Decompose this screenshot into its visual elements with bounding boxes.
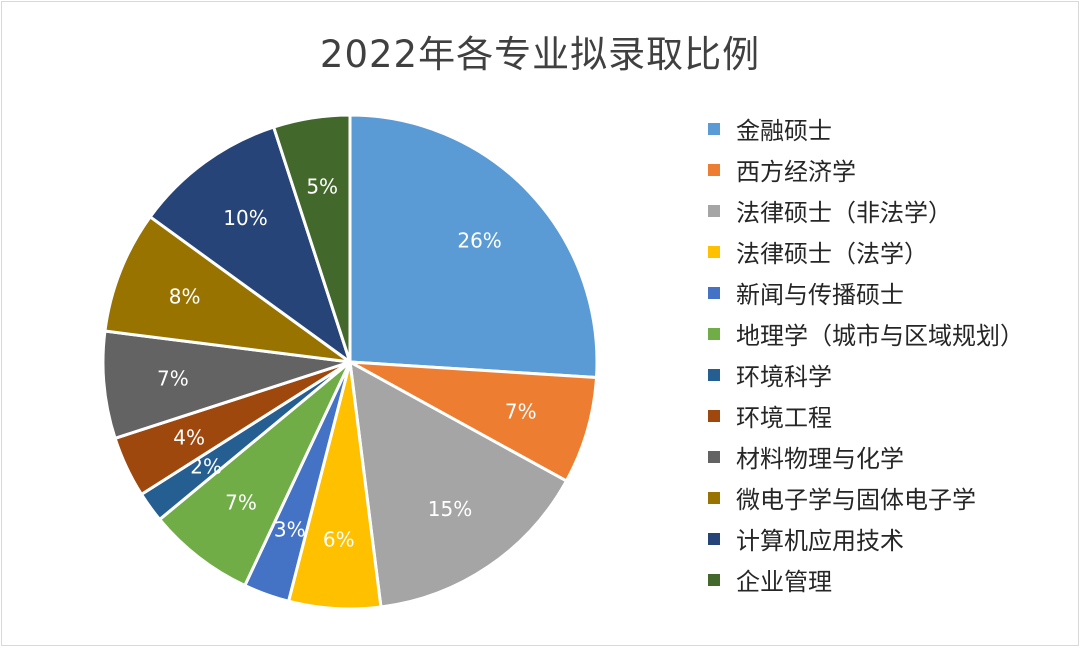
legend-swatch [708,204,720,217]
legend-label: 法律硕士（法学） [736,240,928,268]
pie-slice [101,329,352,440]
data-label: 26% [457,228,501,252]
pie-slice [158,360,352,587]
legend-label: 环境科学 [736,363,832,391]
legend-item: 新闻与传播硕士 [708,272,1024,313]
legend-item: 企业管理 [708,559,1024,600]
data-label: 7% [157,367,189,391]
legend-item: 金融硕士 [708,108,1024,149]
legend-item: 材料物理与化学 [708,436,1024,477]
legend-swatch [708,286,720,299]
pie-slice [348,360,599,483]
legend-item: 环境科学 [708,354,1024,395]
legend-label: 微电子学与固体电子学 [736,486,976,514]
data-label: 3% [274,517,306,541]
legend-item: 地理学（城市与区域规划） [708,313,1024,354]
legend-swatch [708,327,720,340]
chart-title: 2022年各专业拟录取比例 [319,33,761,76]
legend-label: 金融硕士 [736,117,832,145]
legend-item: 西方经济学 [708,149,1024,190]
legend-item: 微电子学与固体电子学 [708,477,1024,518]
legend-swatch [708,245,720,258]
legend-label: 环境工程 [736,404,832,432]
data-label: 7% [505,400,537,424]
legend: 金融硕士西方经济学法律硕士（非法学） 法律硕士（法学） 新闻与传播硕士地理学（城市与… [708,108,1024,600]
legend-swatch [708,491,720,504]
data-label: 5% [306,174,338,198]
legend-label: 西方经济学 [736,158,856,186]
data-label: 4% [173,426,205,450]
legend-label: 材料物理与化学 [736,445,904,473]
data-label: 10% [223,206,267,230]
legend-swatch [708,450,720,463]
legend-label: 地理学（城市与区域规划） [736,322,1024,350]
legend-item: 计算机应用技术 [708,518,1024,559]
pie-slice [272,113,352,364]
data-label: 7% [225,491,257,515]
pie-slice [103,215,352,364]
legend-item: 法律硕士（非法学） [708,190,1024,231]
pie-slice [348,113,599,380]
legend-item: 环境工程 [708,395,1024,436]
data-label: 8% [169,285,201,309]
pie-slice [148,125,352,364]
data-label: 6% [323,528,355,552]
legend-label: 计算机应用技术 [736,527,904,555]
legend-swatch [708,409,720,422]
legend-label: 新闻与传播硕士 [736,281,904,309]
legend-swatch [708,573,720,586]
legend-swatch [708,532,720,545]
legend-item: 法律硕士（法学） [708,231,1024,272]
data-label: 15% [428,497,472,521]
pie-slice [348,360,568,609]
legend-swatch [708,368,720,381]
legend-label: 企业管理 [736,568,832,596]
legend-swatch [708,163,720,176]
legend-label: 法律硕士（非法学） [736,199,952,227]
legend-swatch [708,122,720,135]
